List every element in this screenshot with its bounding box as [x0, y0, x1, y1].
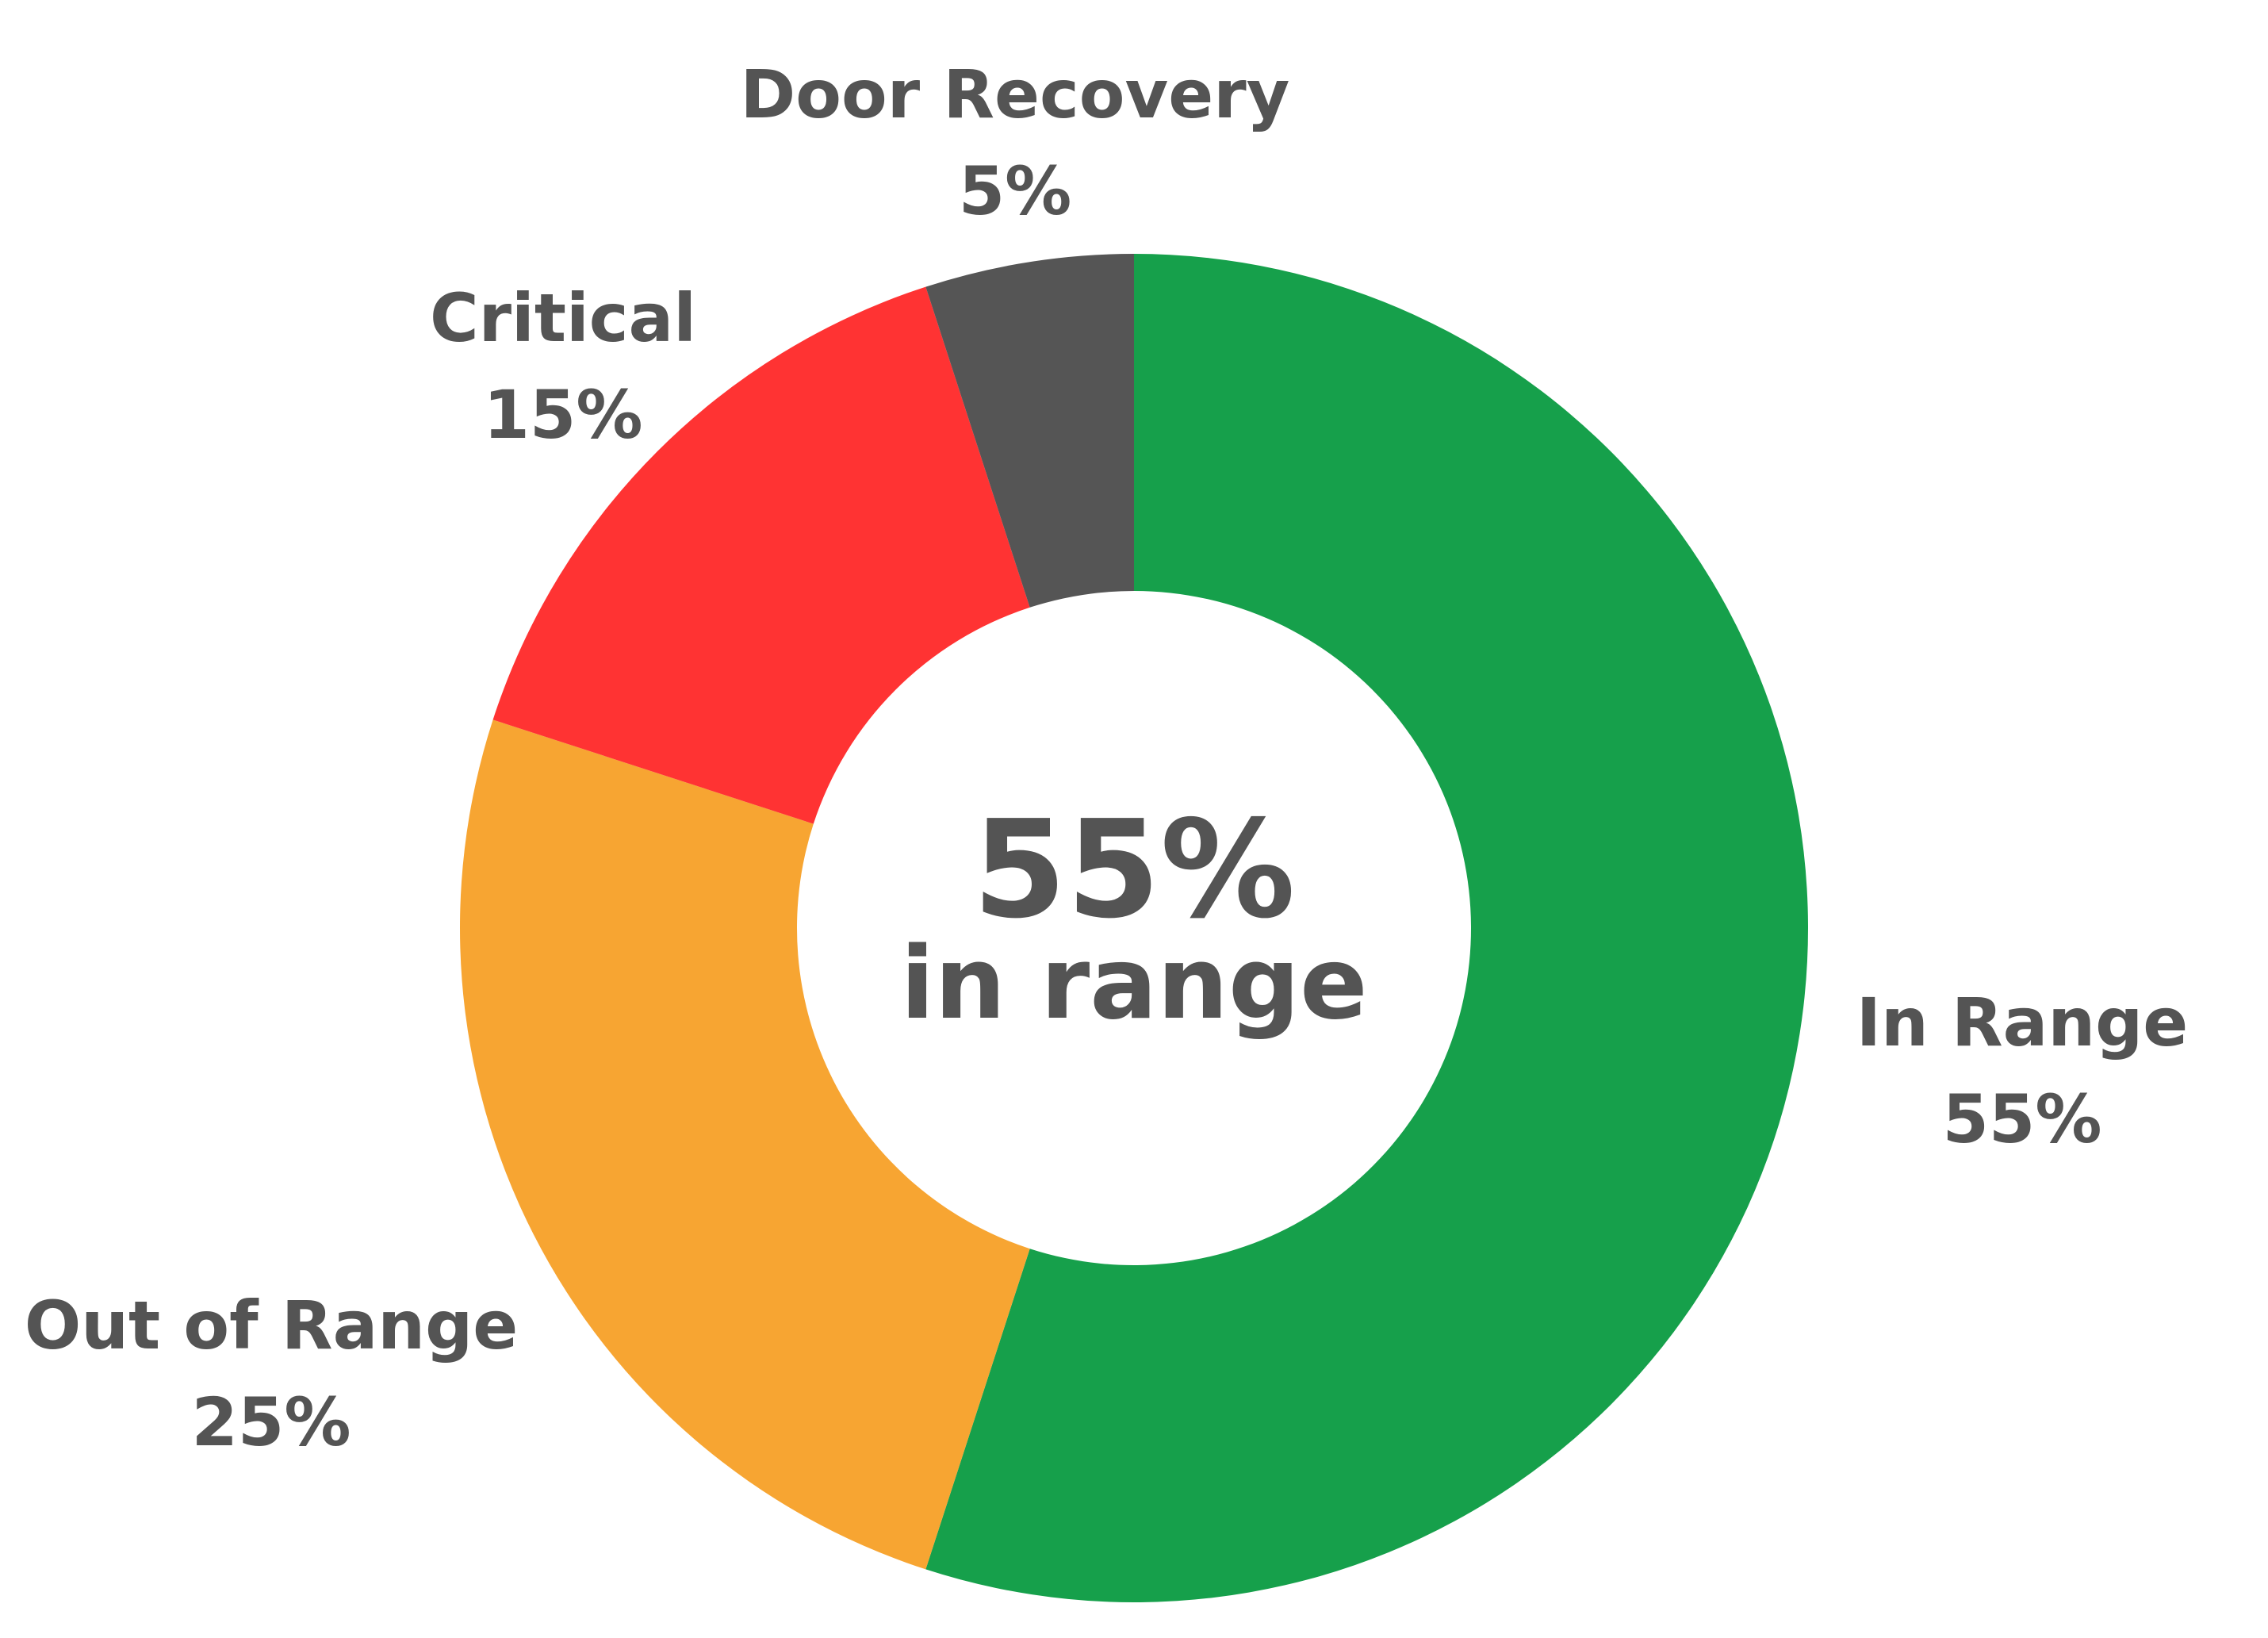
- slice-value-out-of-range: 25%: [191, 1383, 351, 1461]
- slice-out-of-range: [460, 719, 1030, 1570]
- slice-label-out-of-range: Out of Range: [25, 1287, 518, 1364]
- slice-label-door-recovery: Door Recovery: [741, 56, 1290, 133]
- donut-slices: [460, 254, 1809, 1603]
- center-value: 55%: [973, 792, 1296, 949]
- slice-door-recovery: [925, 254, 1134, 608]
- slice-label-critical: Critical: [430, 279, 696, 357]
- center-caption: in range: [900, 925, 1367, 1041]
- slice-critical: [492, 286, 1030, 824]
- slice-labels: In Range 55% Out of Range 25% Critical 15% Doo…: [25, 56, 2188, 1461]
- center-label: 55% in range: [900, 792, 1367, 1041]
- slice-label-in-range: In Range: [1856, 984, 2189, 1061]
- slice-value-critical: 15%: [483, 376, 642, 454]
- slice-value-in-range: 55%: [1942, 1080, 2101, 1158]
- slice-value-door-recovery: 5%: [959, 152, 1072, 230]
- slice-in-range: [925, 254, 1809, 1603]
